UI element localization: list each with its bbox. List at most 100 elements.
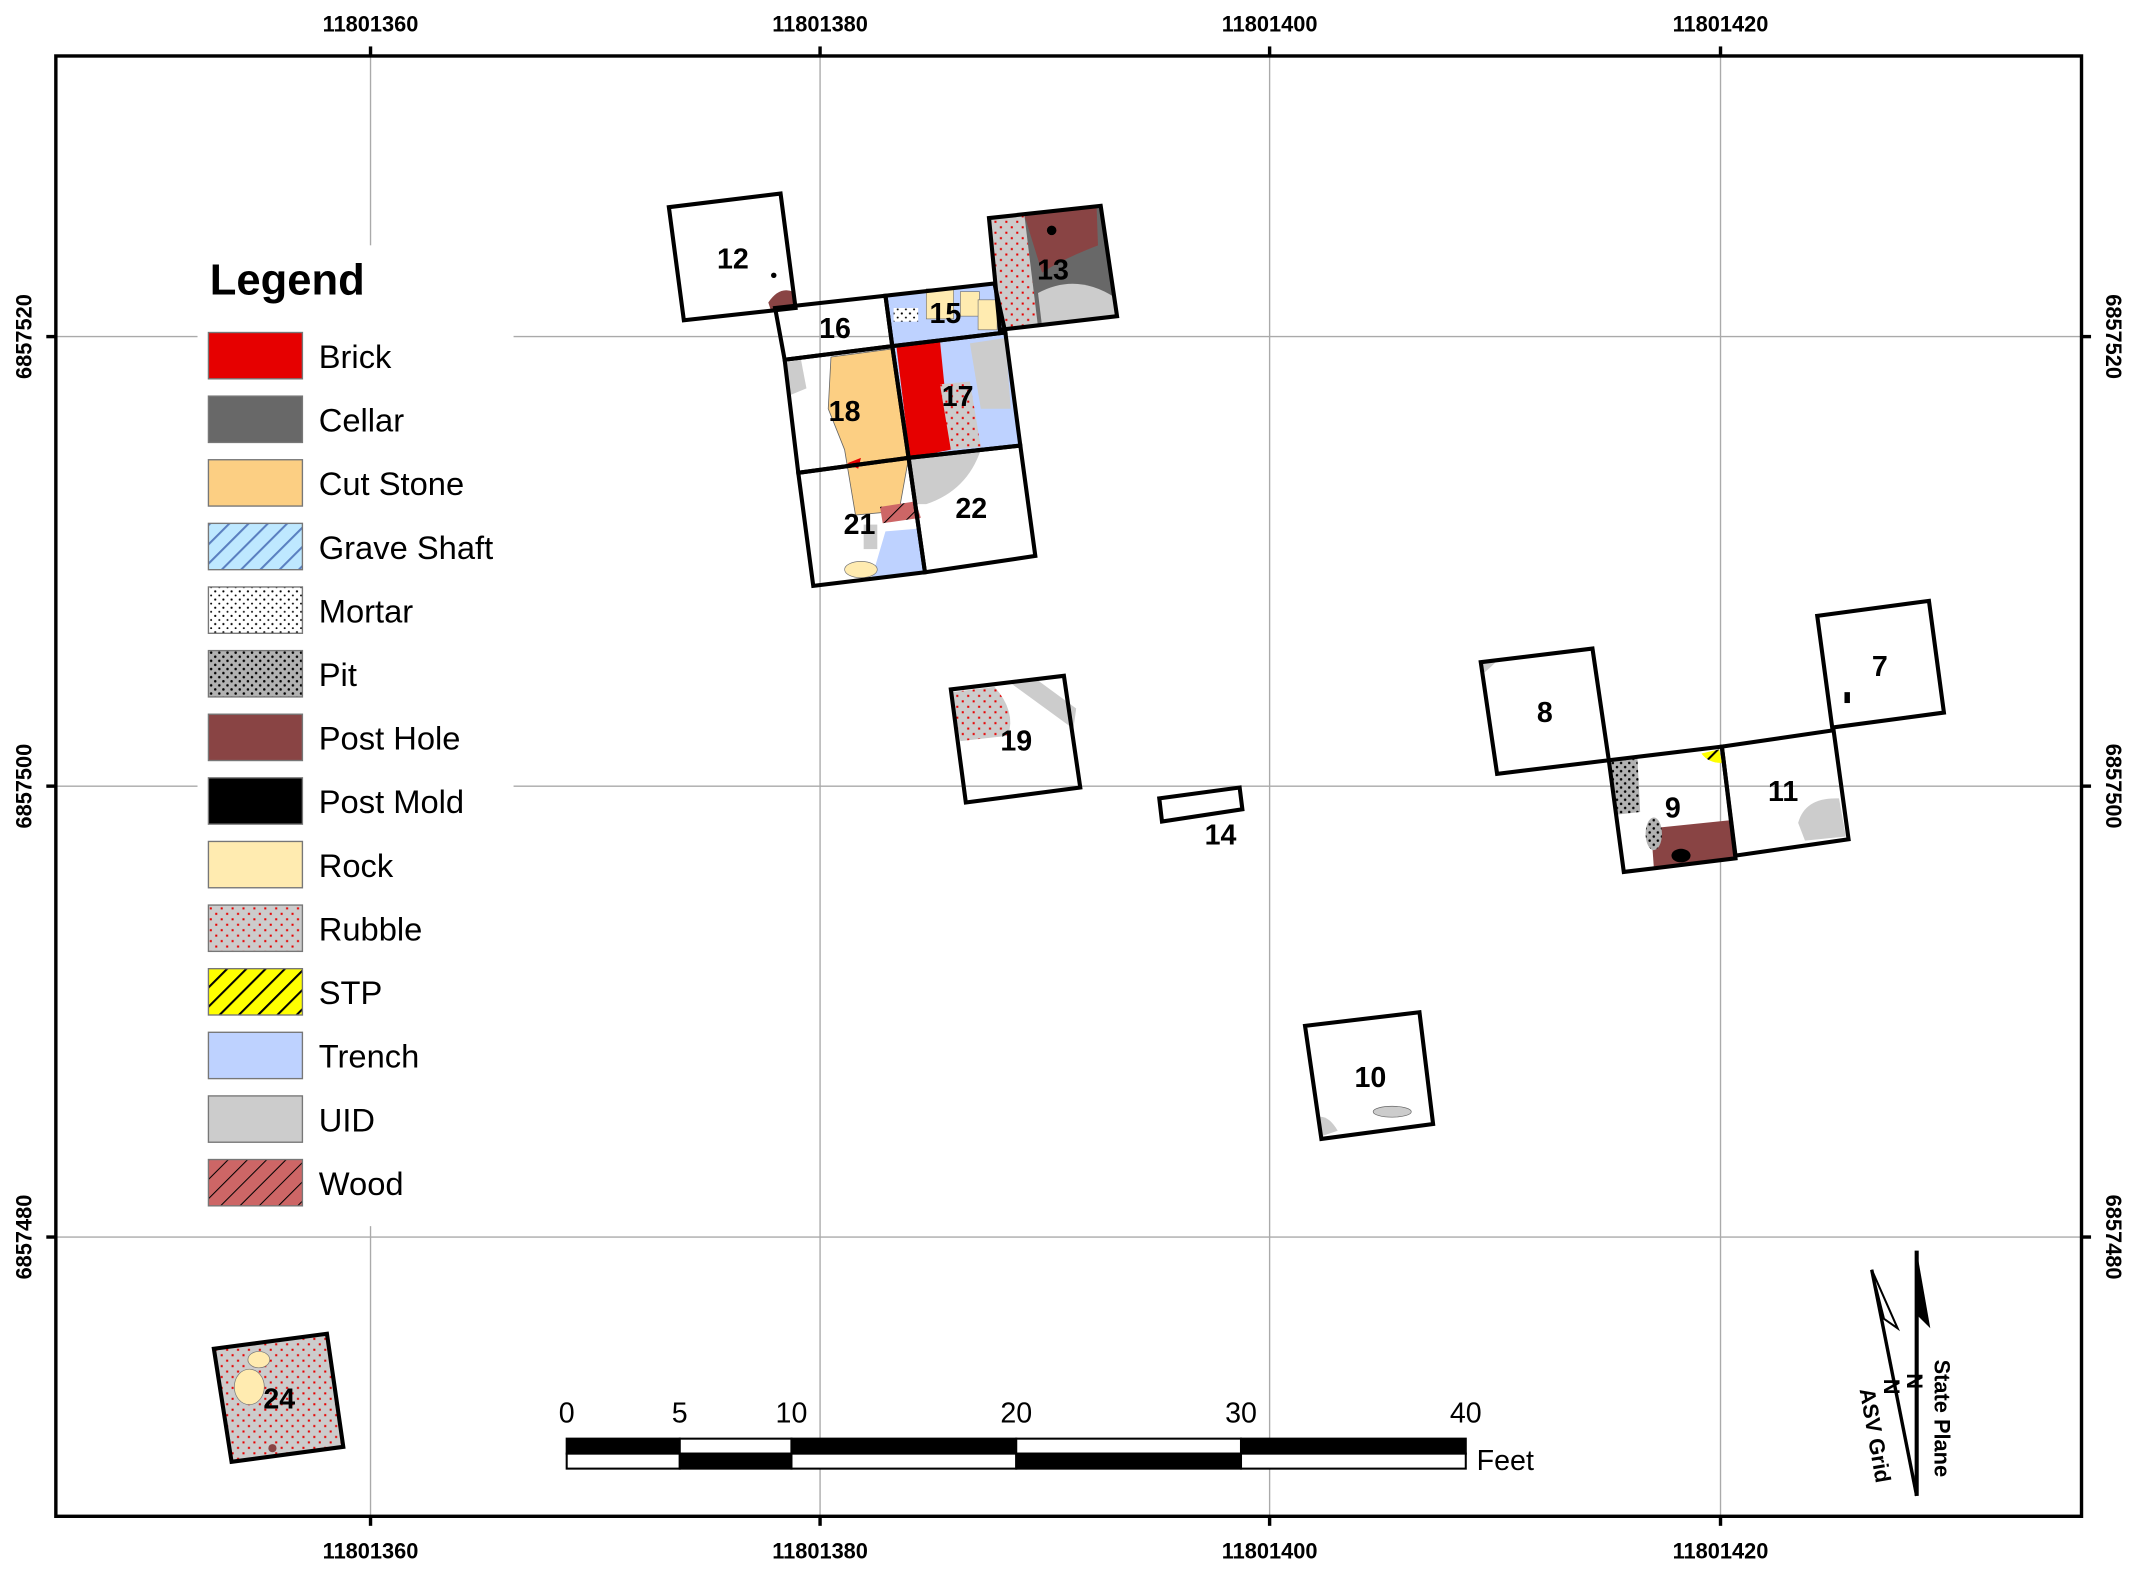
legend-label: Trench: [319, 1038, 420, 1075]
unit-label: 22: [955, 493, 987, 525]
unit-label: 21: [844, 509, 876, 541]
unit-label: 19: [1000, 726, 1032, 758]
scale-segment: [678, 1452, 793, 1470]
y-tick-labels-right: 6857520 6857500 6857480: [2101, 294, 2126, 1279]
scale-label: 10: [776, 1397, 808, 1429]
unit-label: 8: [1537, 697, 1553, 729]
unit-label: 15: [929, 298, 961, 330]
y-tick: 6857500: [2101, 744, 2126, 829]
y-tick: 6857480: [11, 1195, 36, 1280]
legend-label: Pit: [319, 656, 357, 693]
unit-label: 13: [1037, 254, 1069, 286]
unit-label: 7: [1872, 651, 1888, 683]
legend-swatch: [207, 459, 304, 507]
brick-feature: [896, 340, 951, 458]
x-tick-labels-bottom: 11801360 11801380 11801400 11801420: [323, 1539, 1769, 1564]
asv-grid-arrow-icon: [1870, 1269, 1901, 1332]
x-tick: 11801420: [1673, 11, 1769, 36]
y-tick: 6857480: [2101, 1195, 2126, 1280]
legend-swatch: [207, 840, 304, 889]
legend-swatch: [207, 395, 304, 444]
scale-segment: [678, 1437, 793, 1455]
scale-segment: [565, 1452, 681, 1470]
asv-grid-label: ASV Grid: [1855, 1386, 1896, 1485]
unit-10: [1302, 1010, 1436, 1142]
legend-swatch: [207, 777, 304, 825]
rubble-feature: [939, 381, 981, 450]
legend-label: Mortar: [319, 592, 414, 629]
unit-label: 9: [1665, 792, 1681, 824]
x-tick: 11801380: [772, 11, 868, 36]
legend-label: Brick: [319, 338, 392, 375]
legend-title: Legend: [210, 256, 365, 304]
x-tick: 11801380: [772, 1539, 868, 1564]
unit-label: 12: [717, 243, 749, 275]
scale-bar: 0 5 10 20 30 40 Feet: [559, 1397, 1534, 1477]
unit-11: [1719, 727, 1851, 858]
legend-label: Post Mold: [319, 783, 464, 820]
features: [213, 205, 1850, 1462]
unit-14: [1157, 785, 1245, 824]
legend-swatch: [207, 586, 304, 634]
x-tick: 11801400: [1222, 1539, 1318, 1564]
post-hole-feature: [1024, 207, 1098, 273]
unit-label: 16: [819, 313, 851, 345]
x-tick: 11801420: [1673, 1539, 1769, 1564]
unit-7: [1814, 598, 1947, 730]
legend-swatch: [207, 649, 304, 698]
y-tick: 6857520: [2101, 294, 2126, 379]
legend-label: Cut Stone: [319, 465, 464, 502]
y-tick: 6857500: [11, 744, 36, 829]
unit-labels: 12 13 15 16 17 18 21 22 19 14 8 9 11 7 1…: [263, 243, 1887, 1415]
legend: Legend Brick Cellar Cut Stone Grave Shaft Mo…: [197, 245, 514, 1227]
legend-swatch: [207, 967, 304, 1016]
scale-segment: [1015, 1437, 1243, 1455]
unit-label: 18: [829, 396, 861, 428]
north-arrow: N N State Plane ASV Grid: [1855, 1250, 1954, 1497]
legend-swatch: [207, 1031, 304, 1080]
unit-label: 24: [263, 1384, 295, 1416]
scale-label: 20: [1000, 1397, 1032, 1429]
legend-label: STP: [319, 974, 383, 1011]
scale-segment: [790, 1452, 1018, 1470]
rubble-feature: [990, 215, 1039, 330]
excavation-units: [211, 191, 1947, 1465]
legend-label: Rock: [319, 847, 394, 884]
legend-label: Rubble: [319, 910, 423, 947]
scale-segment: [1239, 1452, 1467, 1470]
legend-label: Cellar: [319, 402, 404, 439]
uid-feature: [1038, 283, 1118, 328]
x-tick: 11801400: [1222, 11, 1318, 36]
north-n: N: [1879, 1379, 1904, 1395]
x-tick: 11801360: [323, 1539, 419, 1564]
scale-label: 5: [672, 1397, 688, 1429]
scale-segment: [1239, 1437, 1467, 1455]
legend-swatch: [207, 904, 304, 953]
legend-swatch: [207, 522, 304, 571]
legend-swatch: [207, 1095, 304, 1143]
x-tick-labels-top: 11801360 11801380 11801400 11801420: [323, 11, 1769, 36]
scale-unit: Feet: [1477, 1445, 1534, 1477]
scale-label: 0: [559, 1397, 575, 1429]
legend-label: Post Hole: [319, 720, 461, 757]
wood-feature: [880, 501, 921, 524]
frame-ticks: [46, 46, 2092, 1526]
north-n: N: [1902, 1373, 1927, 1389]
scale-label: 30: [1225, 1397, 1257, 1429]
scale-segment: [1015, 1452, 1243, 1470]
unit-19: [948, 673, 1083, 805]
unit-22: [906, 443, 1038, 575]
state-plane-label: State Plane: [1929, 1360, 1954, 1477]
scale-segment: [790, 1437, 1018, 1455]
y-tick: 6857520: [11, 294, 36, 379]
x-tick: 11801360: [323, 11, 419, 36]
legend-label: Grave Shaft: [319, 529, 493, 566]
post-mold-feature: [1046, 225, 1057, 236]
uid-feature: [908, 449, 981, 505]
legend-swatch: [207, 713, 304, 762]
legend-label: UID: [319, 1101, 375, 1138]
unit-24: [211, 1331, 346, 1465]
unit-label: 11: [1768, 776, 1798, 808]
scale-segment: [565, 1437, 681, 1455]
